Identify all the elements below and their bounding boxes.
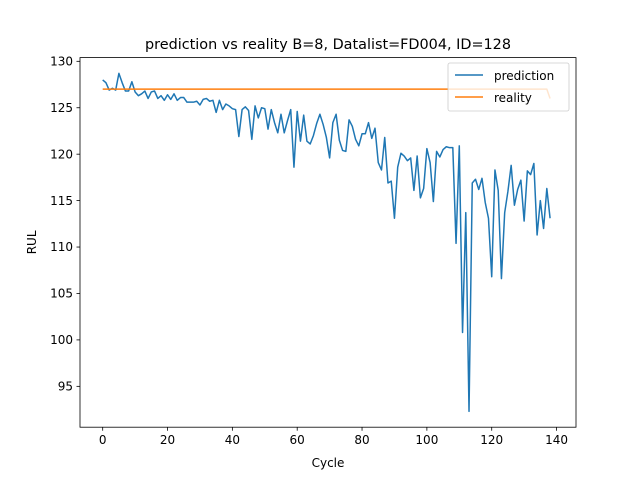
- y-axis: 95 100 105 110 115 120 125 130: [50, 55, 80, 394]
- x-tick-label: 40: [225, 433, 240, 447]
- x-tick-label: 100: [415, 433, 438, 447]
- y-tick-label: 130: [50, 55, 73, 69]
- plot-lines: [102, 72, 551, 413]
- series-line-prediction: [102, 72, 551, 413]
- y-tick-label: 105: [50, 287, 73, 301]
- y-tick-label: 100: [50, 333, 73, 347]
- x-tick-label: 80: [354, 433, 369, 447]
- x-tick-label: 120: [480, 433, 503, 447]
- x-axis-label: Cycle: [312, 456, 345, 470]
- y-tick-label: 120: [50, 147, 73, 161]
- x-tick-label: 20: [160, 433, 175, 447]
- x-tick-label: 60: [290, 433, 305, 447]
- legend-label-prediction: prediction: [494, 69, 554, 83]
- y-tick-label: 95: [58, 380, 73, 394]
- x-tick-label: 0: [99, 433, 107, 447]
- legend: prediction reality: [447, 62, 570, 112]
- legend-label-reality: reality: [494, 91, 532, 105]
- chart-title: prediction vs reality B=8, Datalist=FD00…: [145, 37, 511, 53]
- y-tick-label: 110: [50, 240, 73, 254]
- x-tick-label: 140: [545, 433, 568, 447]
- plot-frame: [79, 57, 577, 428]
- y-tick-label: 115: [50, 194, 73, 208]
- y-axis-label: RUL: [25, 230, 39, 254]
- y-tick-label: 125: [50, 101, 73, 115]
- x-axis: 0 20 40 60 80 100 120 140: [99, 427, 568, 447]
